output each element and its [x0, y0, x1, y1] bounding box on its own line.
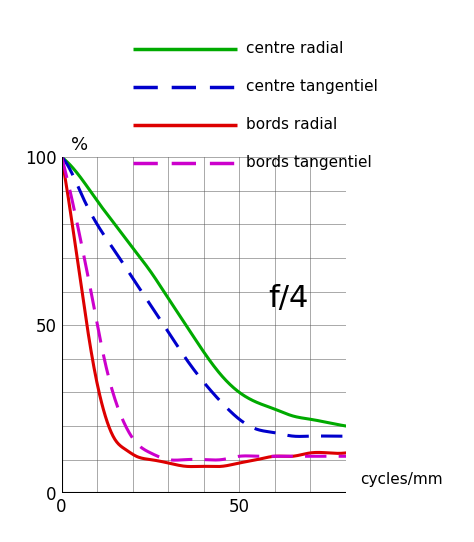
- Text: bords tangentiel: bords tangentiel: [246, 155, 372, 170]
- Text: cycles/mm: cycles/mm: [360, 472, 443, 487]
- Text: f/4: f/4: [268, 284, 308, 313]
- Text: centre radial: centre radial: [246, 41, 344, 56]
- Text: %: %: [71, 136, 88, 154]
- Text: bords radial: bords radial: [246, 117, 338, 132]
- Text: centre tangentiel: centre tangentiel: [246, 79, 378, 94]
